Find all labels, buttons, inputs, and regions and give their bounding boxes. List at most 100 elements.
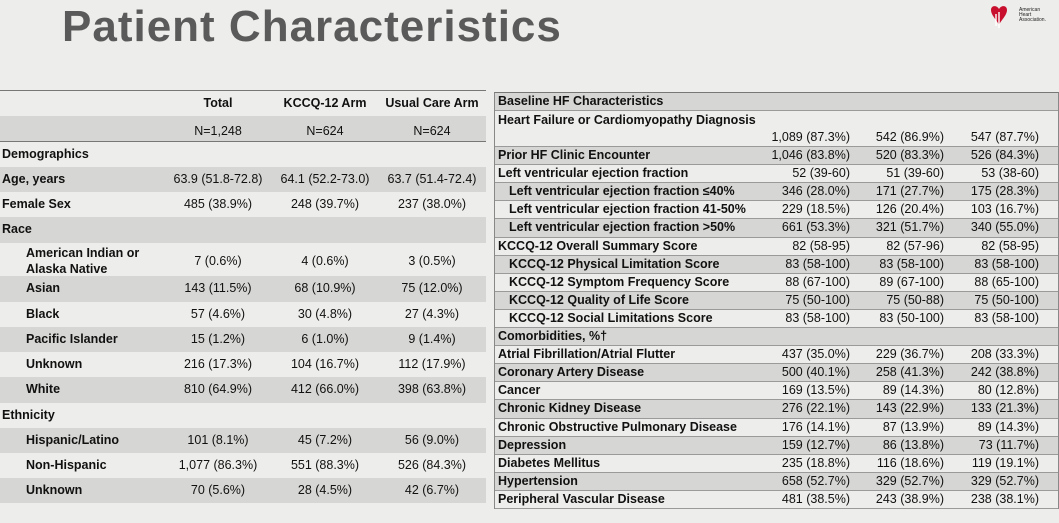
table-row: Left ventricular ejection fraction ≤40% 3…: [495, 183, 1058, 202]
column-header: KCCQ-12 Arm: [283, 96, 367, 110]
table-cell: 276 (22.1%): [781, 401, 850, 416]
table-cell: 83 (58-100): [879, 256, 944, 271]
row-label: Cancer: [498, 383, 541, 398]
table-row: Coronary Artery Disease 500 (40.1%) 258 (4…: [495, 364, 1058, 383]
table-cell: 159 (12.7%): [781, 437, 850, 452]
table-cell: 321 (51.7%): [875, 220, 944, 235]
table-cell: 242 (38.8%): [970, 365, 1039, 380]
table-cell: 526 (84.3%): [970, 148, 1039, 163]
table-row: Race: [0, 217, 486, 243]
table-row: Chronic Obstructive Pulmonary Disease 176…: [495, 419, 1058, 437]
n-cell: N=624: [413, 124, 451, 138]
table-row: Diabetes Mellitus 235 (18.8%) 116 (18.6%) 1…: [495, 455, 1058, 473]
table-cell: 75 (12.0%): [401, 281, 463, 295]
table-cell: 119 (19.1%): [971, 455, 1039, 470]
table-cell: 88 (65-100): [974, 274, 1039, 289]
table-cell: 398 (63.8%): [397, 382, 467, 396]
table-cell: 103 (16.7%): [970, 202, 1039, 217]
table-cell: 73 (11.7%): [978, 437, 1039, 452]
table-cell: 27 (4.3%): [404, 307, 460, 321]
table-cell: 28 (4.5%): [297, 483, 353, 497]
table-cell: 63.9 (51.8-72.8): [173, 172, 263, 186]
table-cell: 82 (58-95): [981, 238, 1039, 253]
table-cell: 235 (18.8%): [781, 455, 850, 470]
table-cell: 83 (50-100): [879, 310, 944, 325]
row-label: Prior HF Clinic Encounter: [498, 148, 651, 163]
table-cell: 208 (33.3%): [970, 347, 1039, 362]
table-row: Prior HF Clinic Encounter 1,046 (83.8%) 52…: [495, 147, 1058, 166]
table-row: Ethnicity: [0, 403, 486, 428]
table-cell: 329 (52.7%): [970, 473, 1039, 488]
row-label: Left ventricular ejection fraction: [498, 166, 689, 181]
row-label: Hispanic/Latino: [26, 433, 120, 447]
table-cell: 30 (4.8%): [297, 307, 353, 321]
table-cell: 7 (0.6%): [194, 254, 242, 268]
table-row: Depression 159 (12.7%) 86 (13.8%) 73 (11.7%…: [495, 436, 1058, 455]
table-cell: 243 (38.9%): [875, 491, 944, 506]
table-cell: 51 (39-60): [886, 166, 944, 181]
table-row: N=1,248 N=624 N=624: [0, 116, 486, 142]
row-label: Unknown: [26, 357, 83, 371]
table-cell: 57 (4.6%): [190, 307, 246, 321]
table-row: Peripheral Vascular Disease 481 (38.5%) 24…: [495, 491, 1058, 509]
row-label: Diabetes Mellitus: [498, 455, 601, 470]
table-cell: 75 (50-100): [785, 292, 850, 307]
table-cell: 176 (14.1%): [781, 419, 850, 434]
demographics-table: Total KCCQ-12 Arm Usual Care Arm N=1,248 N=6…: [0, 90, 486, 503]
table-row: Comorbidities, %†: [495, 328, 1058, 347]
table-cell: 437 (35.0%): [781, 347, 850, 362]
row-label: KCCQ-12 Overall Summary Score: [498, 238, 698, 253]
american-heart-association-logo-icon: [991, 6, 1007, 28]
table-cell: 346 (28.0%): [781, 184, 850, 199]
column-header: Total: [203, 96, 233, 110]
table-cell: 551 (88.3%): [290, 458, 360, 472]
table-row: White 810 (64.9%) 412 (66.0%) 398 (63.8%): [0, 377, 486, 403]
row-label: Chronic Kidney Disease: [498, 401, 642, 416]
table-cell: 9 (1.4%): [408, 332, 456, 346]
row-label: Left ventricular ejection fraction >50%: [509, 220, 736, 235]
table-row: Chronic Kidney Disease 276 (22.1%) 143 (22…: [495, 400, 1058, 419]
n-cell: N=1,248: [194, 124, 242, 138]
table-row: Non-Hispanic 1,077 (86.3%) 551 (88.3%) 526 …: [0, 453, 486, 478]
row-label: KCCQ-12 Social Limitations Score: [509, 310, 713, 325]
table-row: KCCQ-12 Overall Summary Score 82 (58-95) 8…: [495, 238, 1058, 256]
table-cell: 89 (14.3%): [882, 383, 944, 398]
table-cell: 340 (55.0%): [970, 220, 1039, 235]
table-header: Baseline HF Characteristics: [498, 94, 664, 108]
table-cell: 481 (38.5%): [781, 491, 850, 506]
table-cell: 661 (53.3%): [781, 220, 850, 235]
row-label: Race: [2, 222, 32, 236]
table-row: Pacific Islander 15 (1.2%) 6 (1.0%) 9 (1.4%…: [0, 327, 486, 352]
table-cell: 56 (9.0%): [404, 433, 460, 447]
row-label: Pacific Islander: [26, 332, 118, 346]
table-cell: 810 (64.9%): [183, 382, 253, 396]
table-cell: 526 (84.3%): [397, 458, 467, 472]
table-cell: 83 (58-100): [974, 256, 1039, 271]
table-cell: 80 (12.8%): [977, 383, 1039, 398]
table-cell: 542 (86.9%): [875, 130, 944, 145]
table-cell: 82 (57-96): [886, 238, 944, 253]
table-cell: 116 (18.6%): [876, 455, 944, 470]
table-cell: 1,046 (83.8%): [771, 148, 850, 163]
table-cell: 101 (8.1%): [187, 433, 249, 447]
table-row: Total KCCQ-12 Arm Usual Care Arm: [0, 91, 486, 116]
table-row: Female Sex 485 (38.9%) 248 (39.7%) 237 (38.…: [0, 192, 486, 217]
table-cell: 126 (20.4%): [875, 202, 944, 217]
table-cell: 216 (17.3%): [183, 357, 253, 371]
table-row: KCCQ-12 Social Limitations Score 83 (58-1…: [495, 310, 1058, 329]
row-label: Female Sex: [2, 197, 71, 211]
row-label: KCCQ-12 Physical Limitation Score: [509, 256, 720, 271]
logo-line: Heart: [1019, 12, 1032, 18]
table-cell: 89 (67-100): [879, 274, 944, 289]
table-cell: 15 (1.2%): [190, 332, 246, 346]
table-row: Left ventricular ejection fraction 41-50…: [495, 201, 1058, 220]
row-label: KCCQ-12 Symptom Frequency Score: [509, 274, 730, 289]
row-label: Chronic Obstructive Pulmonary Disease: [498, 419, 737, 434]
table-cell: 6 (1.0%): [301, 332, 349, 346]
table-cell: 412 (66.0%): [290, 382, 360, 396]
row-label: Asian: [26, 281, 61, 295]
row-label: Left ventricular ejection fraction 41-50…: [509, 202, 746, 217]
table-cell: 238 (38.1%): [970, 491, 1039, 506]
table-cell: 82 (58-95): [792, 238, 850, 253]
table-cell: 83 (58-100): [974, 310, 1039, 325]
